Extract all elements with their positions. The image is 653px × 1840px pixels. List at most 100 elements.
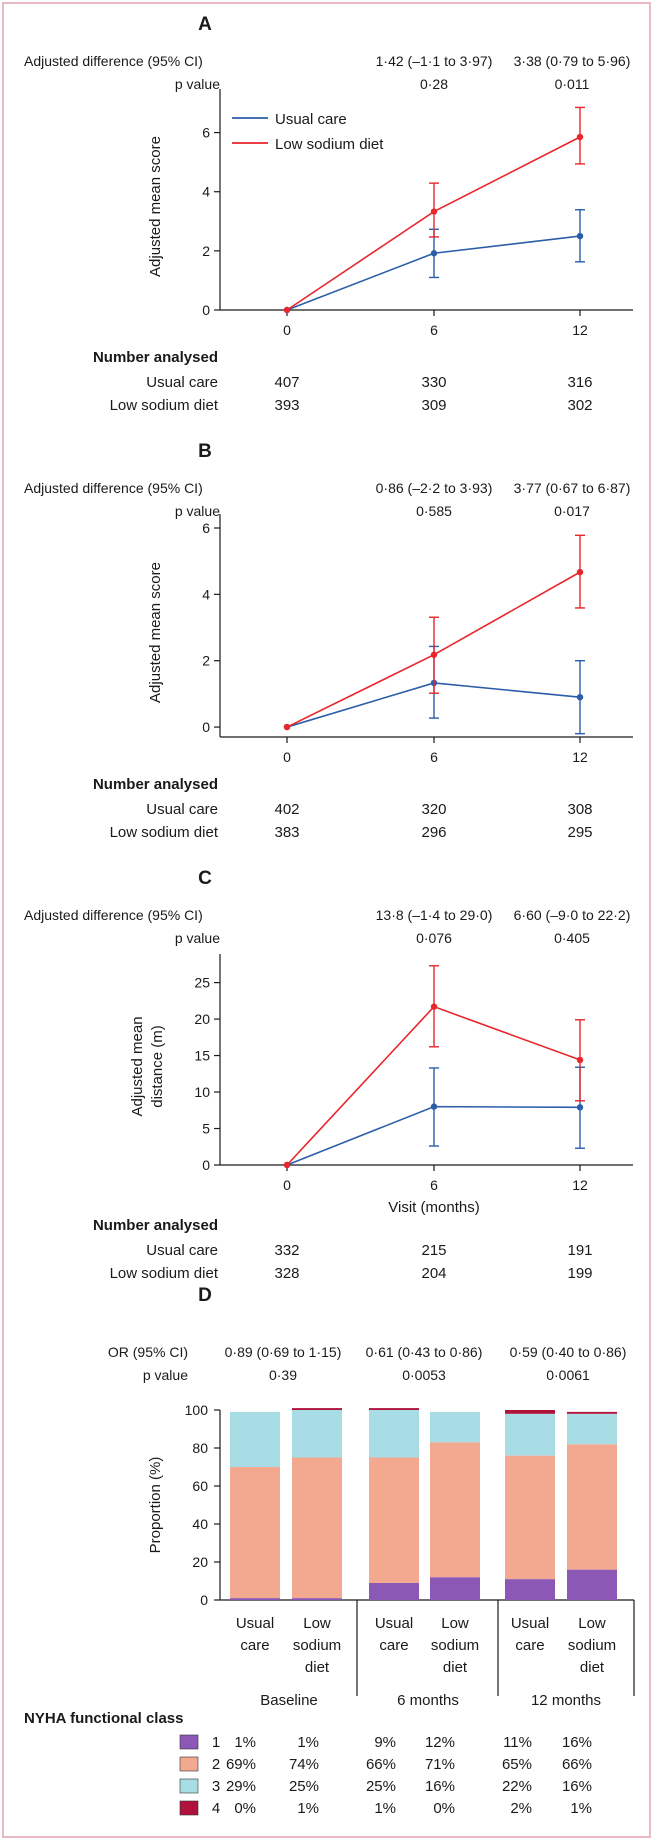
- nyha-table-cell: 1%: [374, 1800, 396, 1817]
- panel-d-bar-4-class-3: [505, 1413, 555, 1456]
- panel-a-p-1: 0·011: [555, 76, 590, 92]
- nyha-table-cell: 16%: [425, 1778, 455, 1795]
- panel-d-bar-label: sodium: [568, 1637, 616, 1654]
- panel-a-ytick-label: 0: [202, 302, 210, 318]
- nyha-table-cell: 0%: [433, 1800, 455, 1817]
- panel-d-ytick-label: 100: [185, 1402, 209, 1418]
- nyha-swatch-1: [179, 1734, 199, 1750]
- panel-c-xtick-label: 0: [283, 1177, 291, 1193]
- panel-c-p-0: 0·076: [416, 930, 452, 946]
- panel-b-ytick-label: 6: [202, 520, 210, 536]
- panel-c-n-low-0: 328: [274, 1265, 299, 1282]
- panel-a: A Adjusted difference (95% CI) p value 1·42…: [24, 14, 633, 414]
- panel-a-number-analysed: Number analysed: [93, 349, 218, 366]
- panel-c-low-sodium-point: [430, 1003, 438, 1010]
- panel-a-letter: A: [198, 14, 212, 35]
- panel-d-group-label-2: 12 months: [531, 1692, 601, 1709]
- panel-b-n-usual-label: Usual care: [146, 801, 218, 818]
- panel-d-bar-4-class-1: [505, 1579, 555, 1600]
- panel-a-adj-1: 3·38 (0·79 to 5·96): [514, 53, 631, 69]
- panel-b: B Adjusted difference (95% CI) p value 0·86…: [24, 441, 633, 841]
- panel-a-n-usual-1: 330: [421, 374, 446, 391]
- panel-a-usual-care-point: [430, 250, 438, 257]
- panel-c-ytick-label: 0: [202, 1157, 210, 1173]
- panel-c-xtick-label: 6: [430, 1177, 438, 1193]
- panel-b-n-low-1: 296: [421, 824, 446, 841]
- panel-a-usual-care-point: [576, 232, 584, 240]
- panel-d-p-2: 0·0061: [546, 1367, 590, 1383]
- panel-d-bar-5-class-1: [567, 1569, 617, 1600]
- panel-a-ytick-label: 2: [202, 243, 210, 259]
- nyha-table-cell: 2%: [510, 1800, 532, 1817]
- panel-d-bar-label: diet: [443, 1659, 468, 1676]
- nyha-table-cell: 1%: [570, 1800, 592, 1817]
- panel-d-bar-4-class-2: [505, 1455, 555, 1580]
- panel-d-bar-label: sodium: [431, 1637, 479, 1654]
- panel-a-ytick-label: 4: [202, 184, 210, 200]
- panel-d-bar-label: Low: [578, 1615, 606, 1632]
- panel-d-bar-2-class-1: [369, 1582, 419, 1600]
- nyha-table-cell: 66%: [366, 1756, 396, 1773]
- nyha-class-label-2: 2: [212, 1756, 220, 1773]
- panel-a-adj-0: 1·42 (–1·1 to 3·97): [376, 53, 493, 69]
- nyha-table-cell: 66%: [562, 1756, 592, 1773]
- panel-d-ytick-label: 0: [200, 1592, 208, 1608]
- panel-c-adj-1: 6·60 (–9·0 to 22·2): [514, 907, 631, 923]
- nyha-table-cell: 74%: [289, 1756, 319, 1773]
- nyha-class-label-4: 4: [212, 1800, 220, 1817]
- panel-d-bar-3-class-2: [430, 1442, 480, 1578]
- nyha-table-cell: 16%: [562, 1734, 592, 1751]
- panel-c-low-sodium-point: [283, 1161, 291, 1169]
- panel-d-bar-3-class-3: [430, 1411, 480, 1443]
- panel-d-bar-label: care: [379, 1637, 408, 1654]
- nyha-swatch-2: [179, 1756, 199, 1772]
- panel-c-n-low-label: Low sodium diet: [110, 1265, 219, 1282]
- panel-b-low-sodium-point: [576, 568, 584, 576]
- panel-a-n-usual-0: 407: [274, 374, 299, 391]
- panel-c-xtick-label: 12: [572, 1177, 588, 1193]
- nyha-table-cell: 1%: [297, 1734, 319, 1751]
- panel-b-p-0: 0·585: [416, 503, 452, 519]
- panel-c-number-analysed: Number analysed: [93, 1217, 218, 1234]
- panel-b-n-low-2: 295: [567, 824, 592, 841]
- panel-a-p-0: 0·28: [420, 76, 448, 92]
- panel-b-adj-0: 0·86 (–2·2 to 3·93): [376, 480, 493, 496]
- panel-d-bar-4-class-4: [505, 1410, 555, 1414]
- panel-b-low-sodium-point: [283, 723, 291, 731]
- panel-d-p-0: 0·39: [269, 1367, 297, 1383]
- panel-d-group-label-1: 6 months: [397, 1692, 459, 1709]
- panel-d: D OR (95% CI) p value 0·89 (0·69 to 1·15) 0·…: [24, 1285, 635, 1817]
- panel-a-p-label: p value: [175, 76, 220, 92]
- panel-b-adj-label: Adjusted difference (95% CI): [24, 480, 203, 496]
- panel-d-p-label: p value: [143, 1367, 188, 1383]
- panel-b-xtick-label: 0: [283, 749, 291, 765]
- panel-d-bar-label: diet: [305, 1659, 330, 1676]
- panel-d-ytick-label: 40: [192, 1516, 208, 1532]
- panel-b-n-low-0: 383: [274, 824, 299, 841]
- panel-b-number-analysed: Number analysed: [93, 776, 218, 793]
- panel-a-xtick-label: 12: [572, 322, 588, 338]
- panel-c-adj-label: Adjusted difference (95% CI): [24, 907, 203, 923]
- panel-a-n-low-0: 393: [274, 397, 299, 414]
- panel-d-bar-2-class-3: [369, 1410, 419, 1458]
- legend-usual-care-label: Usual care: [275, 111, 347, 128]
- panel-c-ytick-label: 15: [194, 1048, 210, 1064]
- nyha-table-cell: 25%: [289, 1778, 319, 1795]
- panel-c-n-low-1: 204: [421, 1265, 446, 1282]
- panel-d-bar-label: care: [515, 1637, 544, 1654]
- nyha-legend-title: NYHA functional class: [24, 1710, 183, 1727]
- panel-a-xtick-label: 0: [283, 322, 291, 338]
- panel-d-bar-label: Low: [303, 1615, 331, 1632]
- panel-c-ytick-label: 10: [194, 1084, 210, 1100]
- panel-a-n-usual-label: Usual care: [146, 374, 218, 391]
- nyha-table-cell: 1%: [297, 1800, 319, 1817]
- panel-d-or-label: OR (95% CI): [108, 1344, 188, 1360]
- panel-d-ylabel: Proportion (%): [147, 1457, 164, 1554]
- panel-c-n-usual-2: 191: [567, 1242, 592, 1259]
- panel-b-usual-care-point: [576, 693, 584, 701]
- panel-c-p-1: 0·405: [554, 930, 590, 946]
- panel-c-p-label: p value: [175, 930, 220, 946]
- panel-b-n-usual-1: 320: [421, 801, 446, 818]
- panel-d-bar-1-class-2: [292, 1457, 342, 1599]
- nyha-class-label-1: 1: [212, 1734, 220, 1751]
